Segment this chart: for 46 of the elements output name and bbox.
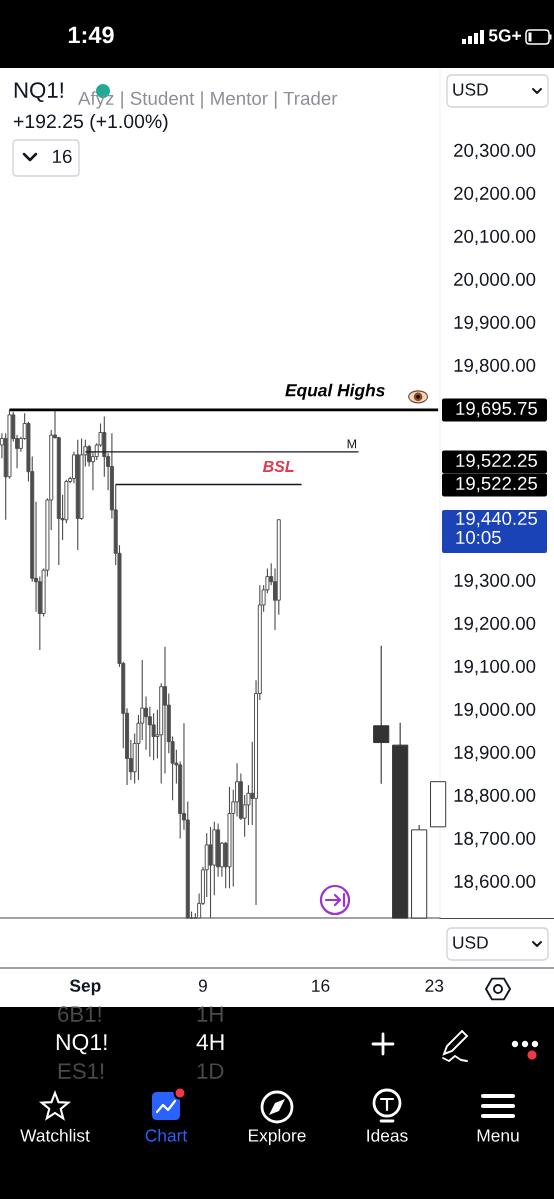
text: 19,522.25 [456, 476, 538, 493]
text: USD [453, 936, 488, 949]
y-tick-label: 20,100.00 [454, 229, 536, 246]
x-tick-label: 23 [425, 979, 444, 992]
text: Watchlist [20, 1128, 90, 1142]
annotation: 16 [53, 149, 72, 164]
text: 5G+ [488, 29, 521, 42]
y-tick-label: 18,600.00 [454, 874, 536, 891]
text: ES1! [58, 1063, 104, 1079]
annotation: +192.25 (+1.00%) [13, 113, 168, 133]
text: Explore [248, 1128, 306, 1146]
text: Menu [477, 1129, 519, 1142]
text: NQ1! [56, 1033, 107, 1055]
y-tick-label: 19,900.00 [454, 315, 536, 332]
series-label: M [347, 439, 357, 449]
text: USD [453, 83, 488, 96]
text: Ideas [367, 1128, 408, 1142]
text: 6B1! [58, 1006, 101, 1022]
y-tick-label: 18,800.00 [454, 788, 536, 805]
series-label: BSL [262, 460, 294, 473]
legend-label: Equal Highs [285, 383, 385, 400]
y-tick-label: 19,800.00 [454, 358, 536, 375]
text: 1H [197, 1006, 223, 1022]
text: Chart [145, 1128, 188, 1142]
y-tick-label: 19,100.00 [454, 659, 536, 676]
y-tick-label: 20,300.00 [454, 143, 536, 160]
text: 19,440.25 [456, 511, 538, 528]
text: 4H [196, 1034, 224, 1050]
chart-title: NQ1! [14, 82, 63, 102]
text: 19,695.75 [456, 401, 538, 418]
text: 1:49 [68, 26, 114, 44]
text: 10:05 [456, 530, 501, 544]
y-tick-label: 19,000.00 [454, 702, 536, 719]
y-tick-label: 19,200.00 [454, 616, 536, 633]
y-tick-label: 20,200.00 [454, 186, 536, 203]
x-tick-label: Sep [69, 979, 101, 996]
text: 19,522.25 [456, 453, 538, 470]
y-tick-label: 18,700.00 [454, 831, 536, 848]
text: Afyz | Student | Mentor | Trader [78, 91, 338, 109]
text: 1D [197, 1063, 224, 1079]
y-tick-label: 20,000.00 [454, 272, 536, 289]
x-tick-label: 9 [198, 979, 207, 992]
candlestick [373, 645, 390, 785]
x-tick-label: 16 [312, 979, 330, 992]
y-tick-label: 19,300.00 [454, 573, 536, 590]
y-tick-label: 18,900.00 [454, 745, 536, 762]
